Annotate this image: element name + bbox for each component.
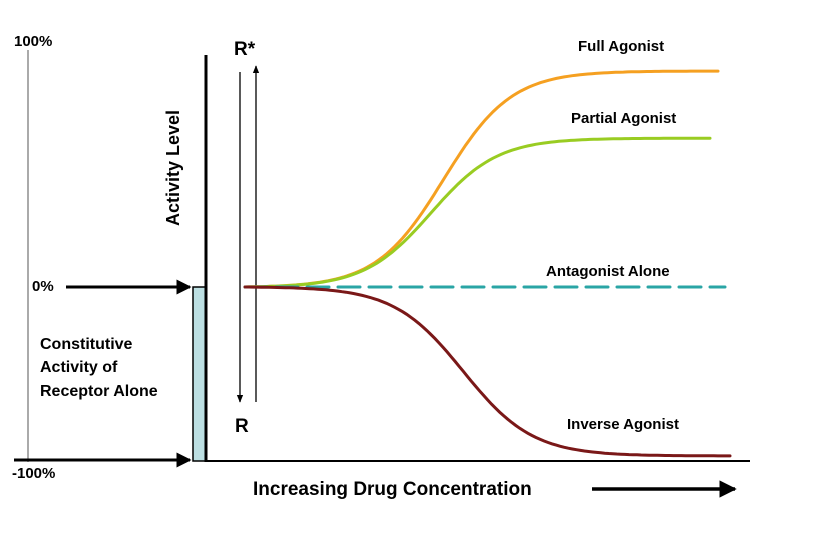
- constitutive-label-line1: Constitutive: [40, 336, 133, 353]
- partial-agonist-label: Partial Agonist: [571, 110, 676, 127]
- y-axis-label: Activity Level: [163, 110, 183, 226]
- y-tick-minus-100: -100%: [12, 465, 55, 482]
- constitutive-label-line2: Activity of: [40, 359, 118, 376]
- y-tick-0: 0%: [32, 278, 54, 295]
- inverse-agonist-curve: [243, 285, 732, 458]
- active-state-label: R*: [234, 39, 256, 60]
- full-agonist-curve: [243, 69, 720, 289]
- constitutive-activity-bar: [192, 286, 207, 462]
- full-agonist-label: Full Agonist: [578, 38, 664, 55]
- antagonist-alone-label: Antagonist Alone: [546, 263, 670, 280]
- inactive-state-label: R: [235, 416, 249, 437]
- inverse-agonist-label: Inverse Agonist: [567, 416, 679, 433]
- constitutive-label-line3: Receptor Alone: [40, 383, 158, 400]
- x-axis-label: Increasing Drug Concentration: [253, 479, 532, 500]
- y-tick-100: 100%: [14, 33, 52, 50]
- partial-agonist-curve: [243, 136, 712, 289]
